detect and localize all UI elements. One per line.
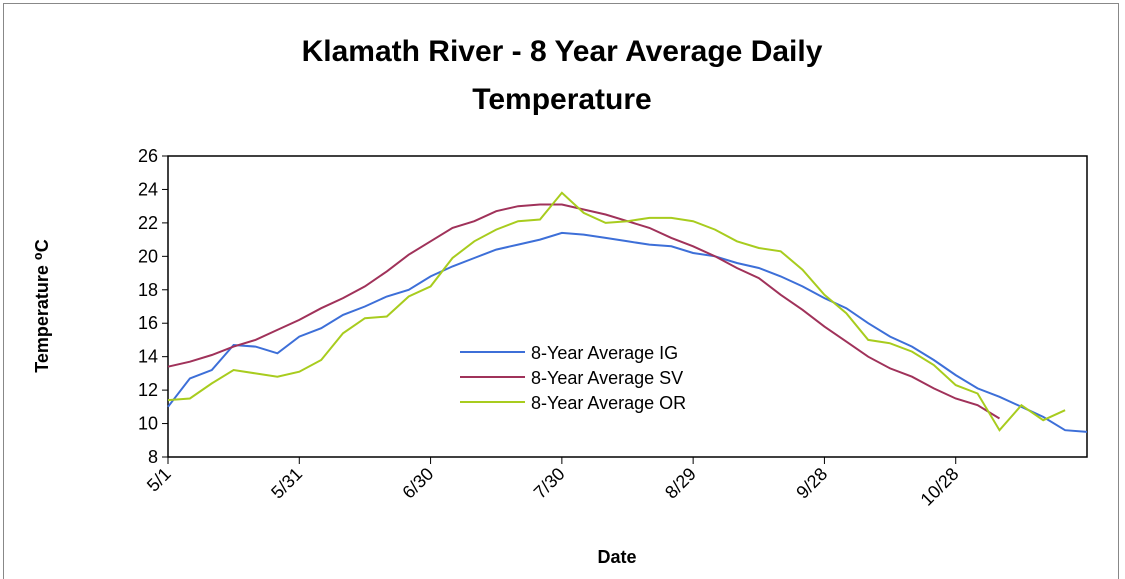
y-axis-label: Temperature ⁰C	[32, 239, 52, 373]
y-tick-label: 10	[138, 414, 158, 434]
series-line	[167, 191, 1066, 432]
x-tick-label: 6/30	[398, 464, 437, 503]
x-tick-label: 7/30	[530, 464, 569, 503]
series-line	[167, 203, 1001, 420]
x-tick-label: 9/28	[792, 464, 831, 503]
y-tick-label: 20	[138, 246, 158, 266]
chart-frame	[3, 3, 1119, 579]
x-tick-label: 5/31	[267, 464, 306, 503]
y-tick-label: 18	[138, 280, 158, 300]
series-line	[167, 231, 1088, 433]
y-tick-label: 22	[138, 213, 158, 233]
y-tick-label: 14	[138, 347, 158, 367]
plot-area	[167, 155, 1088, 458]
x-tick-label: 8/29	[661, 464, 700, 503]
legend-label: 8-Year Average OR	[531, 393, 686, 413]
y-tick-label: 24	[138, 179, 158, 199]
x-axis-label: Date	[597, 547, 636, 567]
y-tick-label: 12	[138, 380, 158, 400]
legend-label: 8-Year Average SV	[531, 368, 683, 388]
y-tick-label: 26	[138, 146, 158, 166]
legend-label: 8-Year Average IG	[531, 343, 678, 363]
chart-title: Klamath River - 8 Year Average Daily Tem…	[301, 35, 823, 116]
x-tick-label: 10/28	[917, 464, 963, 510]
y-tick-label: 16	[138, 313, 158, 333]
x-tick-label: 5/1	[143, 464, 175, 496]
y-tick-label: 8	[148, 447, 158, 467]
